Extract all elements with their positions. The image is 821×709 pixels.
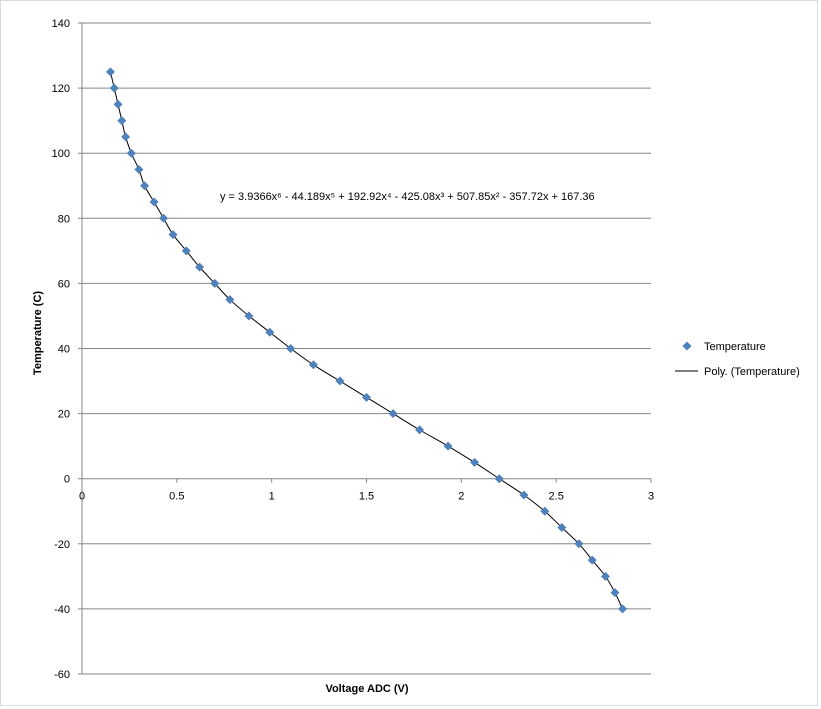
y-tick-label-6: 20 bbox=[58, 409, 70, 421]
y-tick-label-8: -20 bbox=[54, 539, 70, 551]
y-tick-label-10: -60 bbox=[54, 669, 70, 681]
x-tick-label-5: 2.5 bbox=[549, 491, 564, 503]
data-point-22 bbox=[415, 425, 425, 435]
data-point-6 bbox=[134, 164, 144, 174]
data-point-31 bbox=[600, 571, 610, 581]
trendline bbox=[109, 71, 624, 610]
y-axis-title: Temperature (C) bbox=[32, 291, 44, 375]
x-tick-label-2: 1 bbox=[269, 491, 275, 503]
trendline-equation: y = 3.9366x⁶ - 44.189x⁵ + 192.92x⁴ - 425… bbox=[220, 191, 595, 203]
data-point-16 bbox=[265, 327, 275, 337]
x-tick-label-4: 2 bbox=[458, 491, 464, 503]
data-point-25 bbox=[494, 474, 504, 484]
data-point-0 bbox=[105, 67, 115, 77]
y-tick-label-9: -40 bbox=[54, 604, 70, 616]
y-tick-label-3: 80 bbox=[58, 213, 70, 225]
data-point-32 bbox=[610, 588, 620, 598]
data-point-24 bbox=[470, 457, 480, 467]
data-point-29 bbox=[574, 539, 584, 549]
y-tick-label-4: 60 bbox=[58, 278, 70, 290]
data-point-12 bbox=[195, 262, 205, 272]
data-point-18 bbox=[308, 360, 318, 370]
data-point-2 bbox=[113, 99, 123, 109]
y-tick-label-1: 120 bbox=[52, 83, 70, 95]
data-point-11 bbox=[181, 246, 191, 256]
y-tick-label-5: 40 bbox=[58, 344, 70, 356]
data-point-30 bbox=[587, 555, 597, 565]
x-tick-label-0: 0 bbox=[79, 491, 85, 503]
y-tick-label-2: 100 bbox=[52, 148, 70, 160]
data-point-14 bbox=[225, 295, 235, 305]
data-point-13 bbox=[210, 278, 220, 288]
grid-lines bbox=[81, 22, 651, 675]
data-point-26 bbox=[519, 490, 529, 500]
data-point-5 bbox=[126, 148, 136, 158]
x-axis-ticks: 0 0.5 1 1.5 2 2.5 3 bbox=[79, 478, 654, 503]
data-point-27 bbox=[540, 506, 550, 516]
data-point-1 bbox=[109, 83, 119, 93]
x-axis-title: Voltage ADC (V) bbox=[325, 683, 408, 695]
data-point-10 bbox=[168, 230, 178, 240]
data-point-9 bbox=[159, 213, 169, 223]
y-tick-label-7: 0 bbox=[64, 474, 70, 486]
x-tick-label-3: 1.5 bbox=[359, 491, 374, 503]
data-point-8 bbox=[149, 197, 159, 207]
data-point-19 bbox=[335, 376, 345, 386]
data-point-20 bbox=[362, 392, 371, 402]
legend-label-poly: Poly. (Temperature) bbox=[704, 366, 800, 378]
data-point-17 bbox=[286, 344, 296, 353]
x-tick-label-6: 3 bbox=[648, 491, 654, 503]
data-point-15 bbox=[244, 311, 254, 321]
data-point-21 bbox=[388, 409, 398, 419]
y-axis-ticks: 140 120 100 80 60 40 20 0 -20 -40 -60 bbox=[52, 18, 82, 681]
data-point-4 bbox=[121, 132, 131, 142]
legend-label-temperature: Temperature bbox=[704, 341, 766, 353]
data-points bbox=[105, 67, 628, 614]
data-point-33 bbox=[618, 604, 628, 614]
legend: Temperature Poly. (Temperature) bbox=[675, 341, 800, 378]
y-tick-label-0: 140 bbox=[52, 18, 70, 30]
data-point-3 bbox=[117, 116, 127, 126]
trendline-path bbox=[109, 71, 624, 610]
legend-marker-temperature bbox=[682, 341, 692, 351]
x-tick-label-1: 0.5 bbox=[169, 491, 184, 503]
data-point-28 bbox=[557, 523, 567, 533]
data-point-23 bbox=[443, 441, 453, 451]
data-point-7 bbox=[140, 181, 150, 191]
